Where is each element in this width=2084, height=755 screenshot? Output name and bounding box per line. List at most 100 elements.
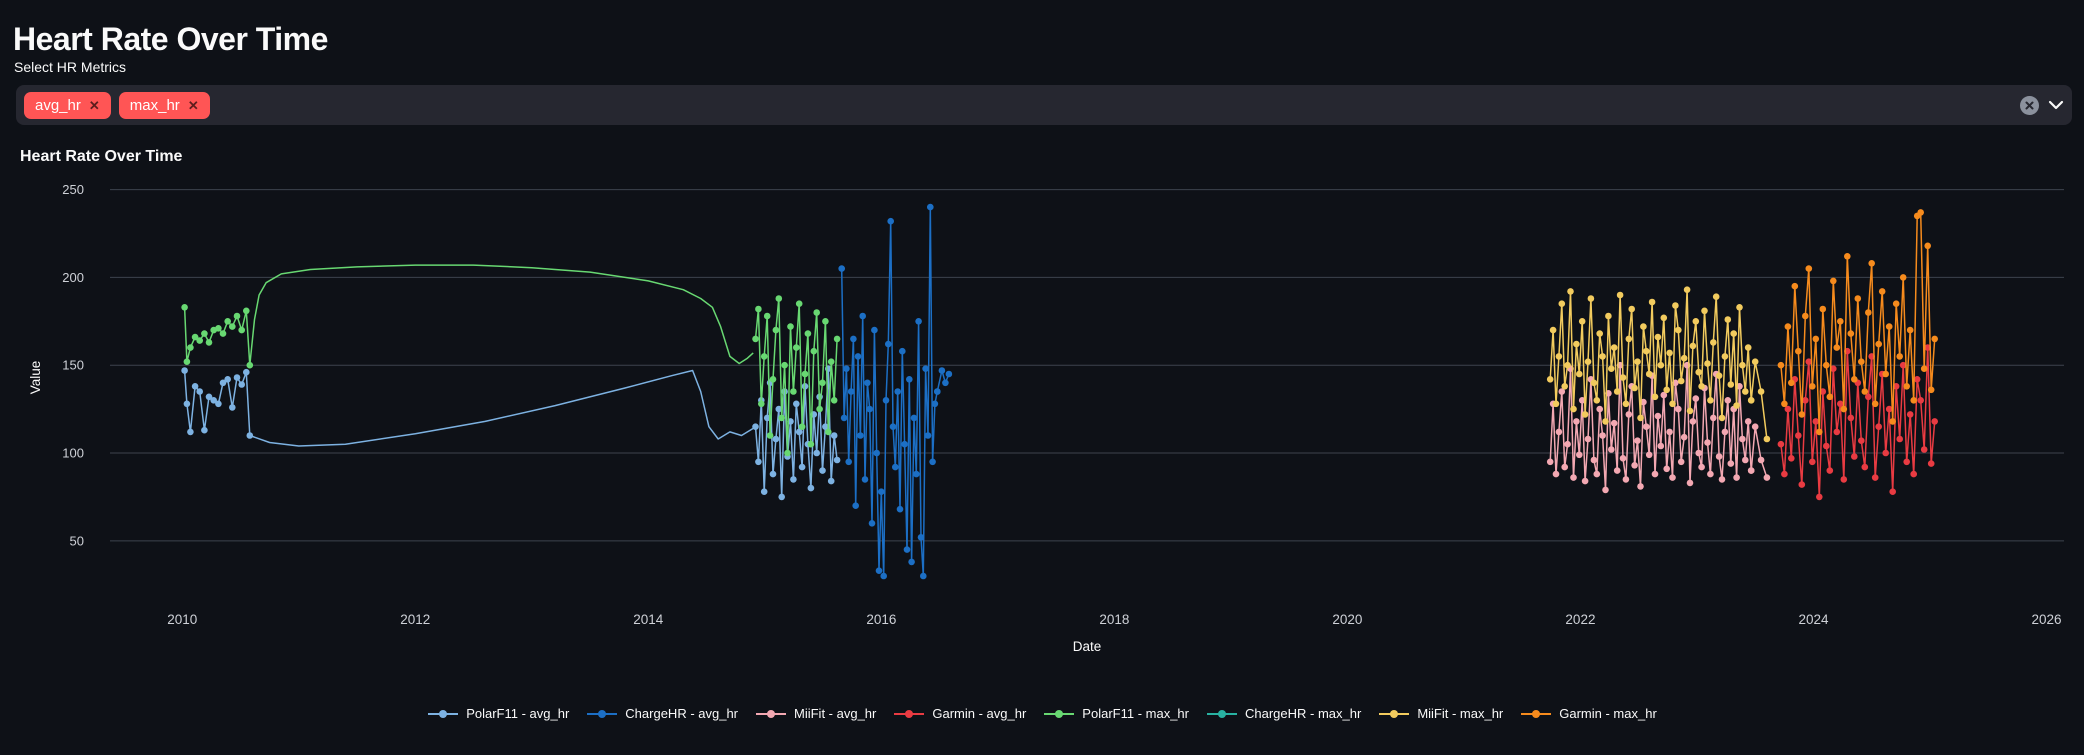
series-marker: [793, 400, 800, 408]
series-marker: [882, 397, 890, 404]
series-marker: [781, 361, 788, 369]
x-tick-label: 2010: [167, 612, 197, 627]
series-marker: [838, 265, 845, 272]
series-marker: [1631, 462, 1638, 469]
series-marker: [1730, 330, 1737, 337]
series-marker: [1889, 418, 1896, 425]
series-marker: [1724, 316, 1732, 323]
series-marker: [1826, 467, 1834, 474]
series-marker: [830, 397, 838, 404]
series-marker: [880, 572, 887, 580]
legend-marker-icon: [1044, 709, 1075, 718]
y-axis-label: Value: [28, 361, 43, 395]
series-marker: [1781, 470, 1788, 478]
series-line: [1750, 360, 1768, 440]
legend-label: ChargeHR - avg_hr: [625, 706, 739, 721]
series-marker: [1584, 435, 1592, 443]
series-marker: [1751, 423, 1759, 431]
series-marker: [1634, 437, 1641, 445]
dropdown-chevron-icon[interactable]: [2048, 100, 2064, 110]
series-marker: [798, 463, 806, 471]
series-marker: [830, 432, 838, 439]
series-marker: [1805, 265, 1813, 272]
series-marker: [922, 365, 929, 373]
series-marker: [1727, 381, 1735, 388]
series-marker: [1546, 376, 1554, 383]
series-marker: [1602, 418, 1609, 425]
legend-item: MiiFit - avg_hr: [755, 706, 876, 721]
y-tick-label: 250: [62, 182, 84, 197]
series-marker: [1602, 486, 1609, 494]
series-marker: [1851, 453, 1858, 460]
series-marker: [191, 333, 199, 341]
series-marker: [1643, 423, 1650, 431]
series-marker: [1689, 418, 1697, 425]
series-marker: [224, 318, 231, 325]
series-marker: [1927, 386, 1935, 394]
series-marker: [1677, 458, 1685, 466]
hr-metrics-multiselect[interactable]: avg_hr ✕ max_hr ✕: [16, 85, 2072, 125]
series-marker: [1669, 400, 1676, 408]
series-marker: [813, 309, 820, 316]
series-marker: [1878, 288, 1886, 295]
series-marker: [1847, 330, 1855, 337]
series-marker: [1680, 354, 1688, 362]
series-marker: [772, 435, 780, 443]
chip-remove-icon[interactable]: ✕: [187, 97, 199, 113]
series-line: [249, 264, 754, 366]
series-marker: [927, 203, 934, 211]
series-marker: [1721, 428, 1729, 436]
series-marker: [822, 318, 829, 325]
series-marker: [1896, 353, 1903, 360]
clear-all-icon[interactable]: [2020, 95, 2039, 115]
series-marker: [191, 383, 199, 390]
series-marker: [1677, 377, 1685, 385]
series-marker: [1605, 312, 1612, 320]
chip-label: avg_hr: [35, 96, 81, 114]
series-marker: [843, 365, 850, 373]
series-marker: [825, 428, 832, 436]
series-marker: [760, 353, 768, 360]
series-marker: [1587, 295, 1595, 302]
series-marker: [1913, 376, 1921, 383]
series-marker: [942, 379, 949, 387]
series-marker: [1637, 483, 1644, 490]
series-marker: [1660, 314, 1668, 322]
legend-marker-icon: [894, 709, 925, 718]
series-marker: [1672, 302, 1679, 309]
legend-marker-icon: [756, 709, 787, 718]
series-marker: [233, 374, 241, 381]
series-marker: [784, 449, 791, 457]
series-marker: [833, 456, 841, 464]
legend-label: Garmin - max_hr: [1559, 706, 1657, 721]
series-marker: [775, 295, 783, 302]
series-marker: [945, 370, 953, 378]
series-marker: [229, 323, 236, 330]
selected-chips: avg_hr ✕ max_hr ✕: [24, 91, 2020, 119]
series-marker: [1634, 358, 1641, 366]
series-marker: [798, 423, 806, 431]
series-marker: [901, 440, 908, 448]
series-marker: [1784, 405, 1792, 413]
series-marker: [1619, 455, 1627, 462]
series-marker: [1744, 344, 1752, 351]
series-marker: [889, 423, 897, 431]
series-marker: [1882, 449, 1889, 457]
series-marker: [1590, 456, 1598, 464]
chip-remove-icon[interactable]: ✕: [88, 97, 100, 113]
series-marker: [1899, 361, 1907, 369]
x-tick-label: 2016: [866, 612, 896, 627]
series-marker: [910, 414, 918, 422]
selected-chip-avg-hr[interactable]: avg_hr ✕: [24, 91, 111, 119]
series-marker: [1924, 344, 1931, 351]
legend-marker-icon: [428, 709, 459, 718]
y-tick-label: 200: [62, 270, 84, 285]
series-marker: [913, 470, 920, 478]
series-marker: [866, 405, 873, 413]
series-marker: [1666, 428, 1673, 436]
series-marker: [1823, 361, 1830, 369]
series-marker: [1816, 493, 1823, 501]
series-marker: [1576, 451, 1583, 459]
selected-chip-max-hr[interactable]: max_hr ✕: [118, 91, 210, 119]
series-marker: [1564, 440, 1571, 448]
